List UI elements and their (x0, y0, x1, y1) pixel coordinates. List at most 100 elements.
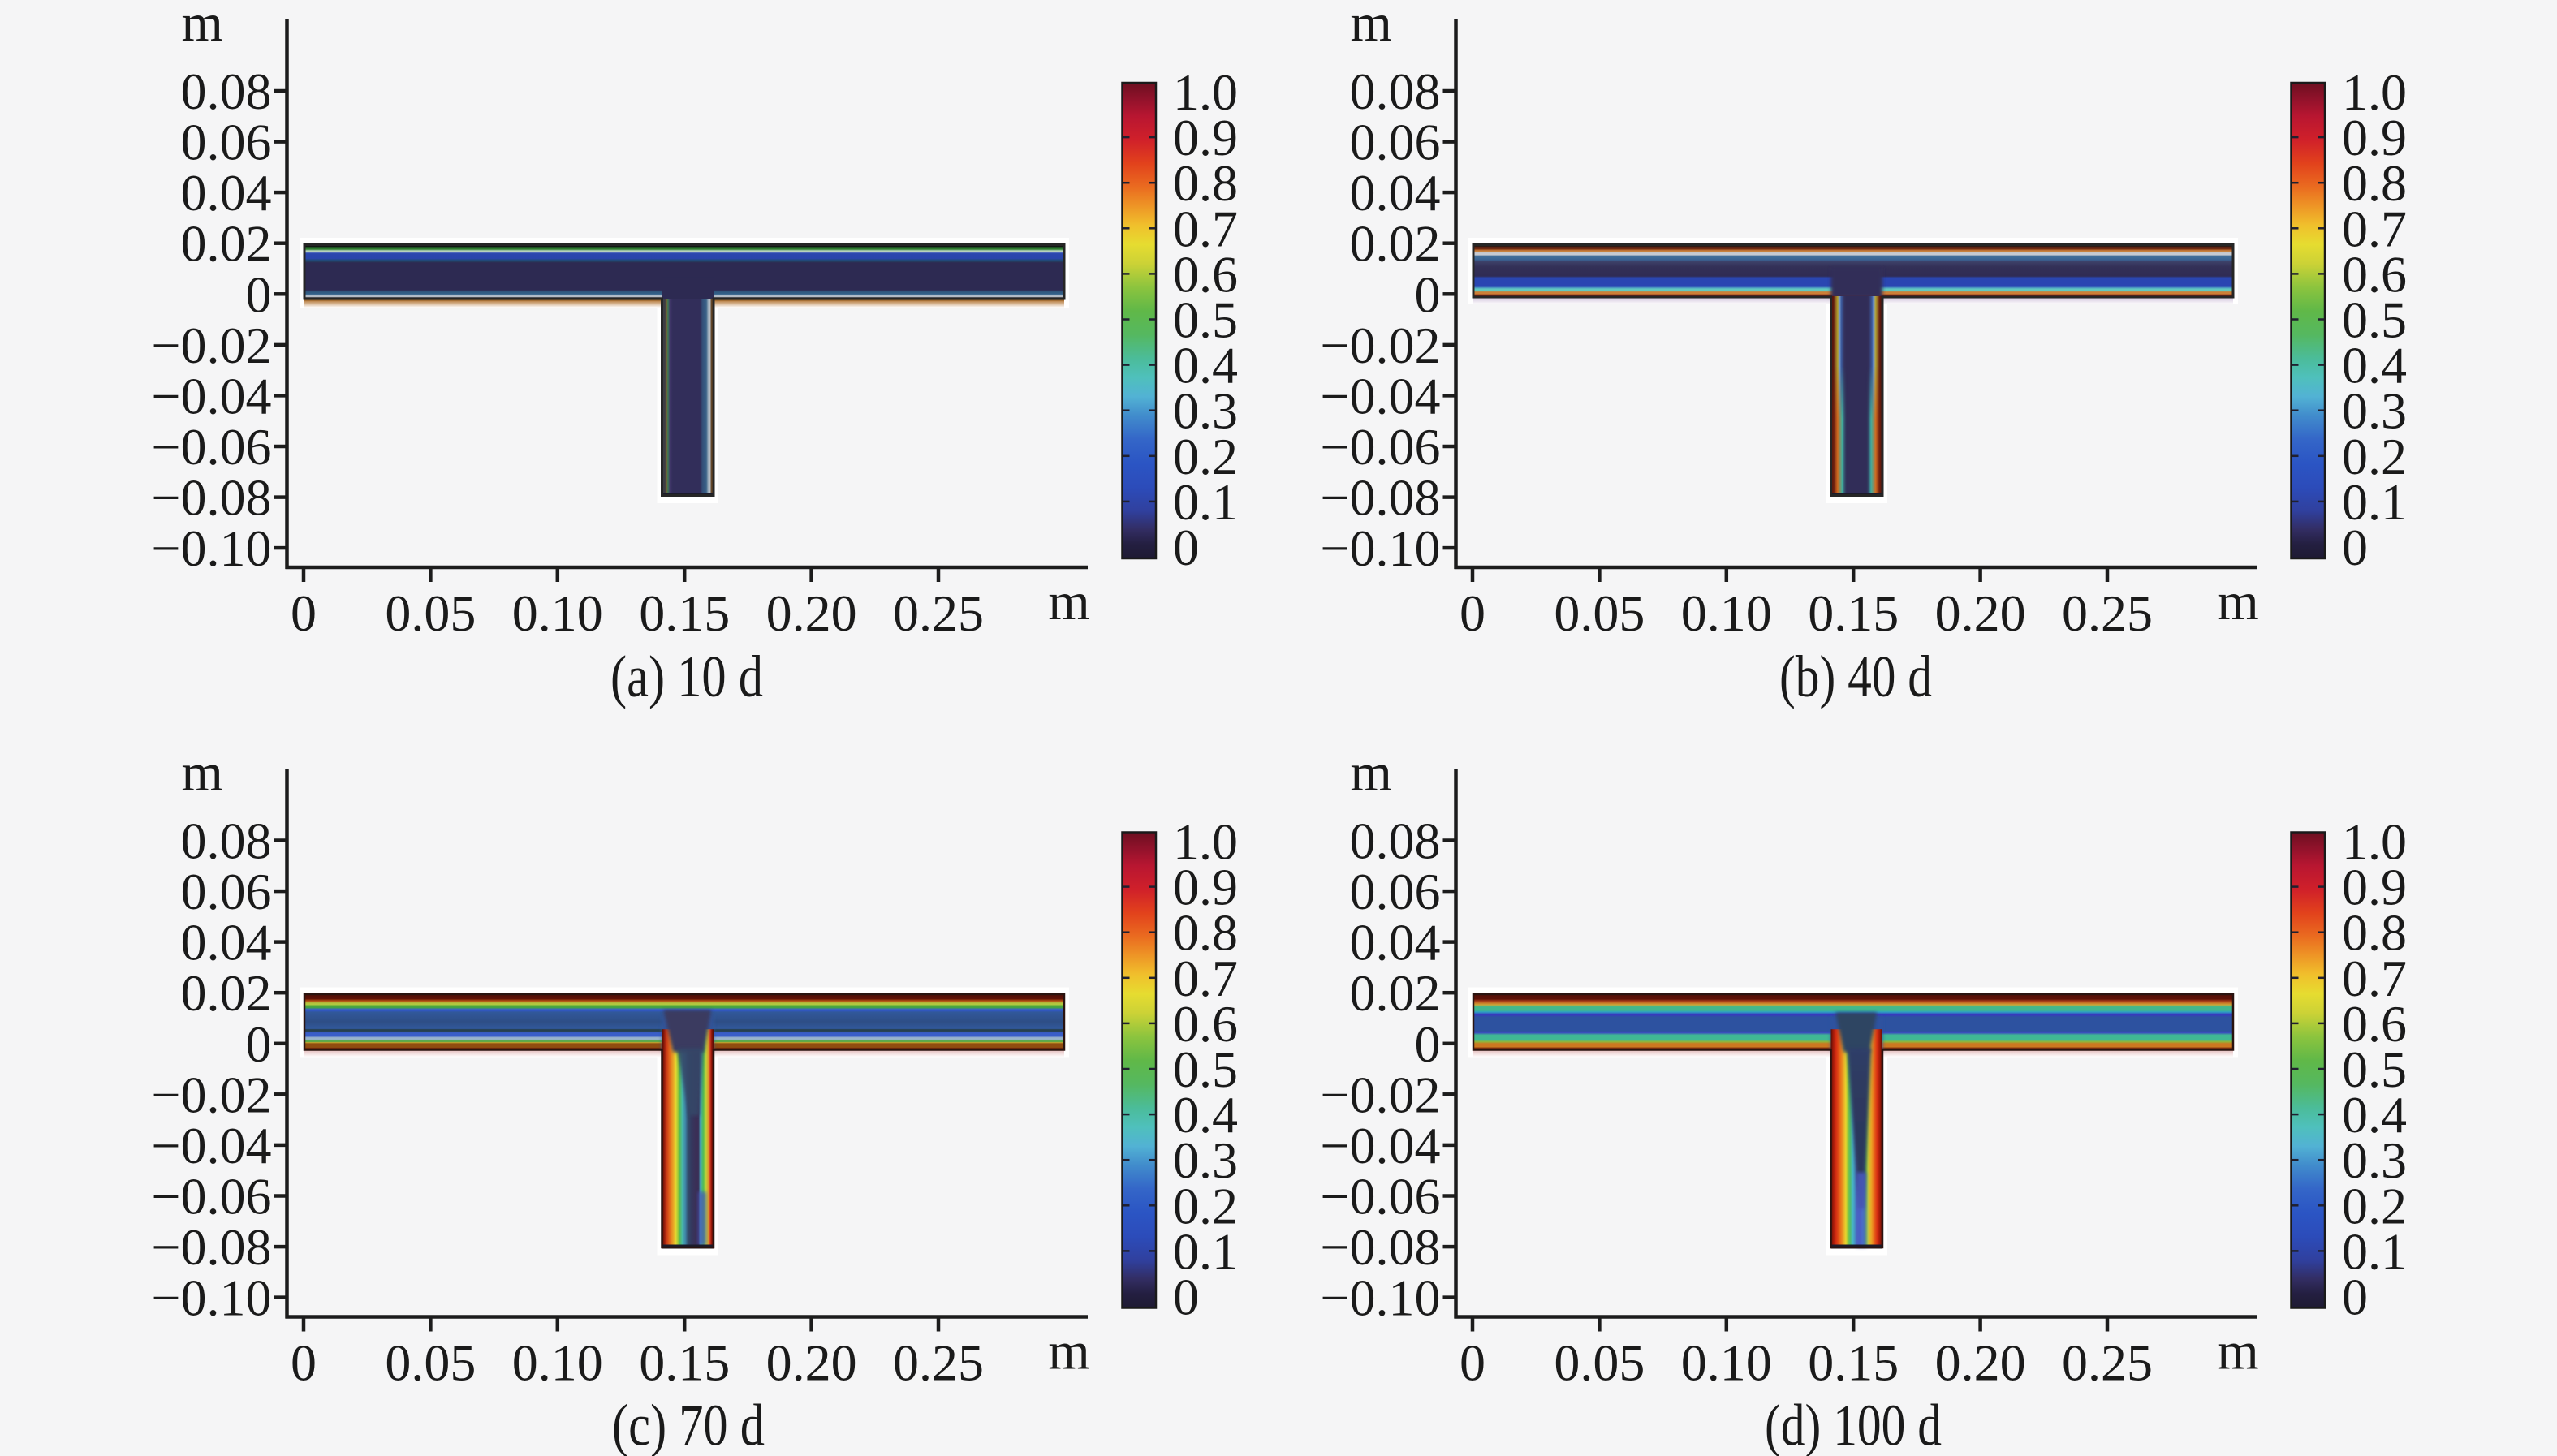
svg-text:0.25: 0.25 (2062, 584, 2153, 642)
svg-text:m: m (2217, 1322, 2258, 1381)
svg-text:−0.04: −0.04 (151, 367, 271, 424)
svg-text:0.8: 0.8 (1173, 154, 1238, 212)
svg-text:0.6: 0.6 (2342, 245, 2407, 303)
svg-text:m: m (1351, 0, 1392, 53)
svg-text:0.15: 0.15 (639, 1334, 730, 1392)
svg-text:(a) 10 d: (a) 10 d (610, 644, 763, 709)
svg-text:0.25: 0.25 (893, 1334, 984, 1392)
svg-text:0.3: 0.3 (1173, 382, 1238, 440)
svg-text:(b) 40 d: (b) 40 d (1779, 644, 1932, 709)
svg-text:−0.08: −0.08 (1320, 1218, 1440, 1276)
svg-text:0.06: 0.06 (1350, 114, 1441, 171)
svg-text:0.02: 0.02 (181, 964, 272, 1022)
svg-text:−0.08: −0.08 (1320, 469, 1440, 527)
svg-text:1.0: 1.0 (2342, 813, 2407, 871)
svg-text:0.02: 0.02 (1350, 215, 1441, 273)
svg-text:0.25: 0.25 (2062, 1334, 2153, 1392)
svg-text:−0.02: −0.02 (151, 317, 271, 374)
svg-text:0.9: 0.9 (2342, 859, 2407, 916)
svg-text:0.8: 0.8 (2342, 904, 2407, 962)
svg-text:0: 0 (2342, 1269, 2368, 1326)
svg-text:0.10: 0.10 (512, 584, 603, 642)
svg-text:0.05: 0.05 (1554, 1334, 1645, 1392)
svg-text:0.8: 0.8 (1173, 904, 1238, 962)
svg-text:m: m (1351, 743, 1392, 803)
svg-text:0.08: 0.08 (1350, 62, 1441, 120)
svg-text:0.15: 0.15 (1808, 584, 1899, 642)
svg-text:0.25: 0.25 (893, 584, 984, 642)
svg-text:0.4: 0.4 (2342, 1086, 2407, 1144)
svg-text:0.5: 0.5 (2342, 1040, 2407, 1098)
svg-text:0.20: 0.20 (766, 1334, 857, 1392)
svg-text:0: 0 (291, 1334, 317, 1392)
svg-text:−0.02: −0.02 (1320, 1066, 1440, 1123)
svg-text:0.04: 0.04 (181, 164, 272, 222)
svg-text:0.7: 0.7 (1173, 200, 1238, 257)
svg-text:−0.04: −0.04 (1320, 1117, 1440, 1174)
svg-text:0.04: 0.04 (1350, 914, 1441, 971)
svg-text:0.4: 0.4 (1173, 1086, 1238, 1144)
svg-text:0: 0 (291, 584, 317, 642)
svg-text:0.05: 0.05 (1554, 584, 1645, 642)
svg-text:0.04: 0.04 (181, 914, 272, 971)
svg-text:0.20: 0.20 (766, 584, 857, 642)
svg-text:0.3: 0.3 (2342, 382, 2407, 440)
svg-text:0.2: 0.2 (1173, 1177, 1238, 1234)
svg-text:0: 0 (246, 265, 272, 323)
svg-text:(c) 70 d: (c) 70 d (612, 1393, 765, 1456)
svg-text:0.4: 0.4 (1173, 337, 1238, 394)
svg-text:0.7: 0.7 (2342, 950, 2407, 1007)
svg-text:0.2: 0.2 (2342, 428, 2407, 485)
svg-text:0.08: 0.08 (181, 812, 272, 870)
svg-text:1.0: 1.0 (1173, 63, 1238, 121)
svg-text:−0.06: −0.06 (1320, 418, 1440, 476)
svg-text:0.02: 0.02 (181, 215, 272, 273)
svg-text:0: 0 (246, 1015, 272, 1073)
svg-text:0.10: 0.10 (1681, 584, 1772, 642)
svg-text:0.10: 0.10 (1681, 1334, 1772, 1392)
svg-text:0.7: 0.7 (2342, 200, 2407, 257)
svg-text:0: 0 (2342, 519, 2368, 576)
svg-text:0.08: 0.08 (1350, 812, 1441, 870)
svg-text:0: 0 (1173, 1269, 1199, 1326)
svg-text:0.1: 0.1 (1173, 473, 1238, 531)
svg-text:m: m (182, 0, 223, 53)
svg-text:0.4: 0.4 (2342, 337, 2407, 394)
svg-text:m: m (1048, 572, 1089, 631)
svg-text:0.2: 0.2 (1173, 428, 1238, 485)
svg-text:−0.02: −0.02 (1320, 317, 1440, 374)
svg-text:m: m (2217, 572, 2258, 631)
svg-text:0.3: 0.3 (2342, 1131, 2407, 1189)
svg-text:0.15: 0.15 (639, 584, 730, 642)
svg-text:0.6: 0.6 (1173, 995, 1238, 1053)
svg-text:0.02: 0.02 (1350, 964, 1441, 1022)
svg-text:0.5: 0.5 (1173, 291, 1238, 349)
svg-text:0.20: 0.20 (1935, 1334, 2026, 1392)
svg-text:0: 0 (1415, 265, 1441, 323)
svg-text:0.6: 0.6 (1173, 245, 1238, 303)
svg-text:0.05: 0.05 (385, 584, 476, 642)
svg-text:m: m (1048, 1322, 1089, 1381)
svg-text:−0.02: −0.02 (151, 1066, 271, 1123)
svg-text:−0.08: −0.08 (151, 1218, 271, 1276)
svg-text:0.10: 0.10 (512, 1334, 603, 1392)
svg-text:0: 0 (1460, 584, 1485, 642)
svg-text:−0.06: −0.06 (151, 1168, 271, 1226)
svg-text:−0.10: −0.10 (151, 519, 271, 577)
svg-text:0.1: 0.1 (2342, 473, 2407, 531)
svg-text:0.5: 0.5 (2342, 291, 2407, 349)
svg-text:0.1: 0.1 (2342, 1222, 2407, 1280)
svg-text:0.9: 0.9 (1173, 109, 1238, 166)
svg-text:0.05: 0.05 (385, 1334, 476, 1392)
svg-text:0.9: 0.9 (2342, 109, 2407, 166)
svg-text:1.0: 1.0 (2342, 63, 2407, 121)
svg-text:0.9: 0.9 (1173, 859, 1238, 916)
svg-text:0.6: 0.6 (2342, 995, 2407, 1053)
svg-text:0.8: 0.8 (2342, 154, 2407, 212)
svg-text:0: 0 (1415, 1015, 1441, 1073)
svg-text:−0.08: −0.08 (151, 469, 271, 527)
svg-text:−0.06: −0.06 (151, 418, 271, 476)
svg-text:−0.04: −0.04 (1320, 367, 1440, 424)
svg-text:0.20: 0.20 (1935, 584, 2026, 642)
svg-text:0.1: 0.1 (1173, 1222, 1238, 1280)
